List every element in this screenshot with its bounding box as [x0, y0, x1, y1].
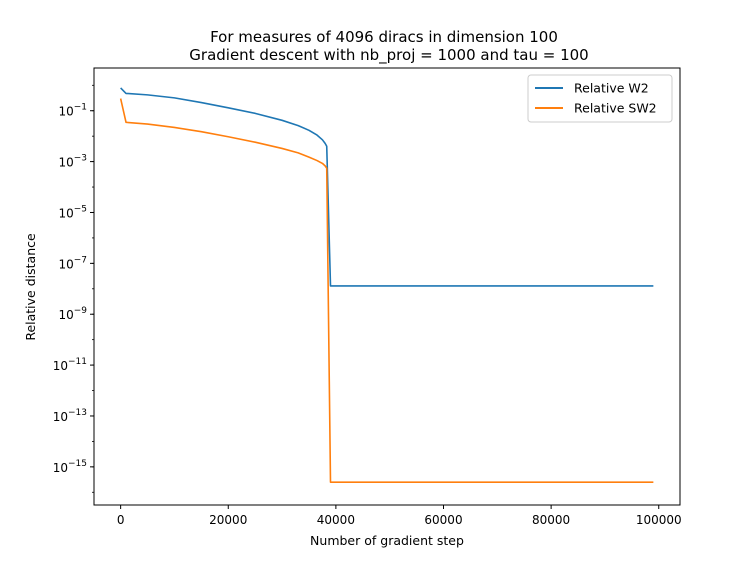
series-line-w2 [120, 87, 654, 287]
y-axis: 10−1 10−3 10−5 10−7 10−9 10−11 10−13 10−15 [53, 84, 94, 493]
series-line-sw2 [119, 98, 654, 483]
x-tick-label: 60000 [424, 513, 462, 527]
x-axis: 0 20000 40000 60000 80000 100000 [117, 505, 682, 527]
y-tick-label: 10−11 [53, 357, 87, 373]
x-tick-label: 20000 [209, 513, 247, 527]
x-tick-label: 100000 [636, 513, 682, 527]
legend-label-w2: Relative W2 [574, 81, 649, 96]
legend-box [527, 74, 673, 123]
x-tick-label: 0 [117, 513, 125, 527]
y-tick-label: 10−5 [58, 204, 87, 220]
x-tick-label: 80000 [532, 513, 570, 527]
y-tick-label: 10−13 [53, 408, 87, 424]
legend: Relative W2 Relative SW2 [527, 74, 673, 123]
y-tick-label: 10−9 [58, 306, 87, 322]
x-tick-label: 40000 [317, 513, 355, 527]
y-tick-label: 10−7 [58, 255, 87, 271]
chart-subtitle: Gradient descent with nb_proj = 1000 and… [189, 46, 588, 65]
y-tick-label: 10−3 [58, 154, 87, 170]
y-tick-label: 10−15 [53, 459, 87, 475]
plot-frame [93, 67, 681, 506]
legend-label-sw2: Relative SW2 [574, 101, 657, 116]
chart-title: For measures of 4096 diracs in dimension… [210, 28, 558, 46]
x-axis-label: Number of gradient step [310, 533, 464, 548]
y-axis-label: Relative distance [23, 233, 38, 341]
series-layer [119, 87, 654, 483]
y-tick-label: 10−1 [58, 103, 87, 119]
